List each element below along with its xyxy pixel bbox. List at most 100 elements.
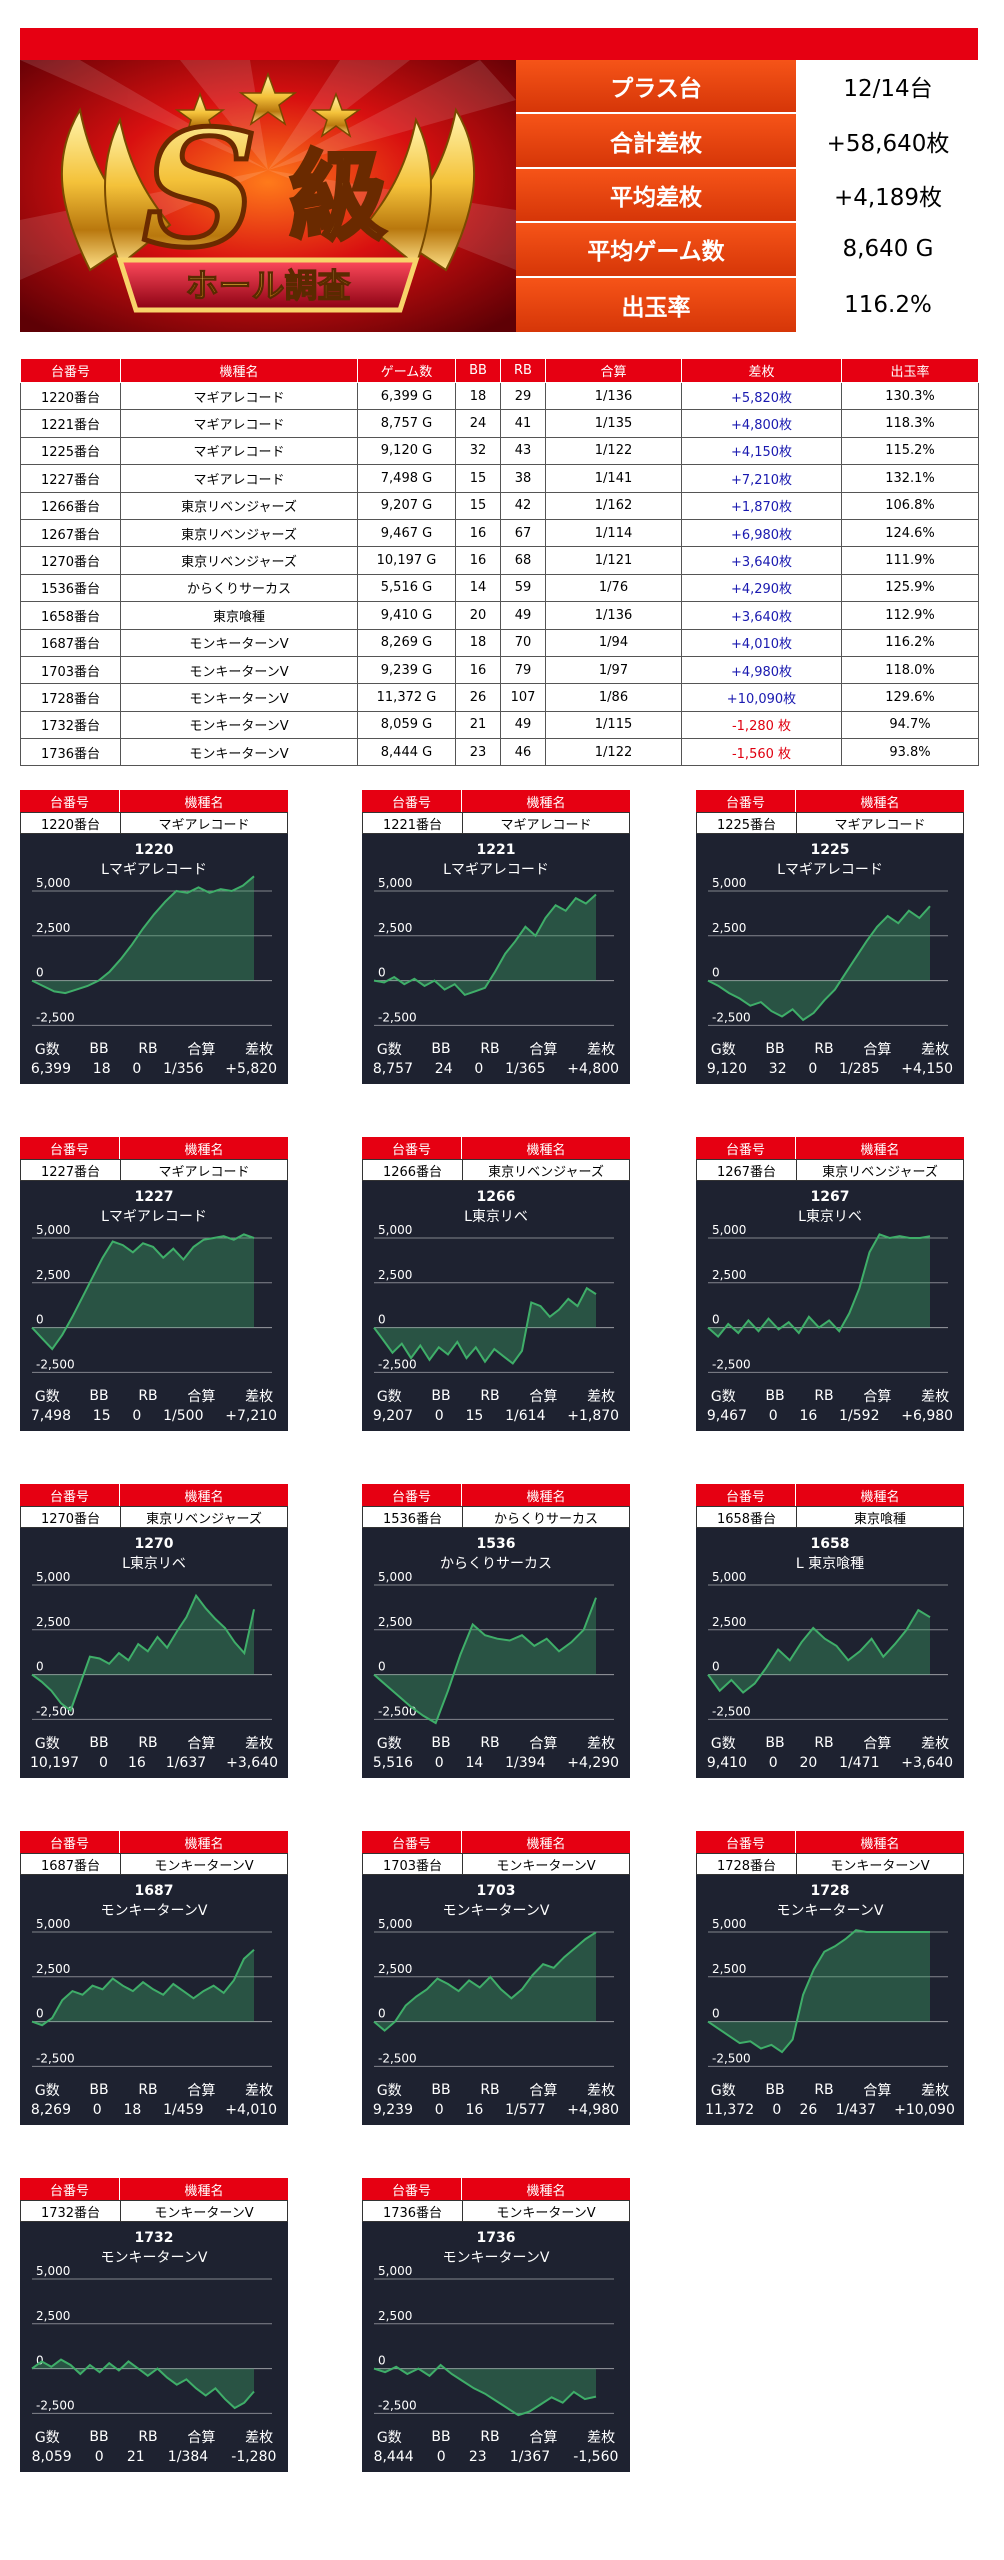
- chart-subtitle: L東京リベ: [798, 1209, 862, 1225]
- y-tick-label: 0: [378, 1313, 386, 1327]
- cell-bb: 21: [455, 710, 501, 740]
- footer-value: 0: [434, 2102, 444, 2118]
- card-header-model: 機種名: [184, 1142, 224, 1158]
- footer-value: 32: [768, 1061, 787, 1077]
- footer-value: 26: [799, 2102, 818, 2118]
- footer-labels: G数 BB RB 合算 差枚: [20, 1386, 288, 1406]
- cell-payout: 106.8%: [841, 491, 979, 520]
- footer-label: RB: [814, 1388, 834, 1404]
- footer-label: RB: [138, 1041, 158, 1057]
- card-subheader: 1267番台 東京リベンジャーズ: [696, 1159, 964, 1181]
- stat-label: プラス台: [516, 60, 798, 113]
- cell-unit: 1270番台: [20, 546, 121, 575]
- footer-labels: G数 BB RB 合算 差枚: [20, 1733, 288, 1753]
- chart-subtitle: からくりサーカス: [440, 1556, 552, 1572]
- table-header-row: 台番号 機種名 ゲーム数 BB RB 合算 差枚 出玉率: [20, 358, 979, 383]
- footer-labels: G数 BB RB 合算 差枚: [696, 1733, 964, 1753]
- cell-games: 9,467 G: [357, 518, 456, 548]
- cell-model: 東京喰種: [120, 601, 358, 630]
- cell-diff: +4,800枚: [681, 409, 842, 438]
- card-unit-number: 1536番台: [363, 1507, 463, 1527]
- footer-value: 11,372: [705, 2102, 755, 2118]
- chart-title: 1687: [135, 1883, 174, 1899]
- footer-value: 9,239: [372, 2102, 413, 2118]
- y-tick-label: 5,000: [712, 876, 746, 890]
- card-header: 台番号 機種名: [20, 790, 288, 812]
- chart-subtitle: Lマギアレコード: [101, 862, 207, 878]
- footer-values: 9,120 32 0 1/285 +4,150: [696, 1059, 964, 1079]
- card-header-unit: 台番号: [20, 2178, 120, 2200]
- footer-value: 0: [92, 2102, 102, 2118]
- cell-bb: 26: [455, 683, 501, 712]
- logo-art: S 級 ホール調査: [20, 60, 516, 332]
- area-fill: [708, 1930, 930, 2053]
- y-tick-label: 5,000: [36, 876, 70, 890]
- cell-combined: 1/114: [545, 518, 682, 548]
- footer-value: 1/471: [839, 1755, 880, 1771]
- footer-label: G数: [710, 1042, 736, 1058]
- y-tick-label: 0: [712, 966, 720, 980]
- cell-model: マギアレコード: [120, 409, 358, 438]
- footer-value: 15: [465, 1408, 484, 1424]
- card-header: 台番号 機種名: [362, 1137, 630, 1159]
- footer-values: 8,269 0 18 1/459 +4,010: [20, 2100, 288, 2120]
- cell-games: 10,197 G: [357, 546, 456, 575]
- area-fill: [32, 1949, 254, 2026]
- footer-value: 1/367: [509, 2449, 551, 2465]
- table-row: 1687番台 モンキーターンV 8,269 G 18 70 1/94 +4,010枚 116.…: [20, 628, 979, 657]
- y-tick-label: -2,500: [712, 2051, 751, 2065]
- y-tick-label: 5,000: [378, 2264, 412, 2278]
- footer-label: BB: [89, 2082, 109, 2098]
- card-subheader: 1736番台 モンキーターンV: [362, 2200, 630, 2222]
- cell-payout: 124.6%: [841, 518, 979, 548]
- stat-label: 平均ゲーム数: [516, 223, 798, 276]
- y-tick-label: -2,500: [36, 1010, 75, 1024]
- cell-model: モンキーターンV: [120, 655, 358, 685]
- cell-diff: +4,980枚: [681, 655, 842, 685]
- card-header-model: 機種名: [526, 1489, 566, 1505]
- footer-values: 9,410 0 20 1/471 +3,640: [696, 1753, 964, 1773]
- table-row: 1728番台 モンキーターンV 11,372 G 26 107 1/86 +10,090枚 1…: [20, 683, 979, 712]
- cell-games: 9,239 G: [357, 655, 456, 685]
- cell-combined: 1/115: [545, 710, 682, 740]
- y-tick-label: 0: [36, 1313, 44, 1327]
- footer-value: 21: [126, 2449, 145, 2465]
- footer-value: +4,980: [567, 2102, 620, 2118]
- chart-footer: G数 BB RB 合算 差枚 9,467 0 16 1/592 +6,980: [696, 1386, 964, 1430]
- card-unit-number: 1220番台: [21, 813, 121, 833]
- footer-label: RB: [480, 1735, 500, 1751]
- slump-chart: 1227 Lマギアレコード 5,000 2,500 0 -2,500: [31, 1189, 272, 1373]
- card-subheader: 1266番台 東京リベンジャーズ: [362, 1159, 630, 1181]
- chart-footer: G数 BB RB 合算 差枚 8,444 0 23 1/367 -1,560: [362, 2427, 630, 2471]
- footer-value: 1/577: [505, 2102, 546, 2118]
- table-row: 1266番台 東京リベンジャーズ 9,207 G 15 42 1/162 +1,870枚 10…: [20, 491, 979, 520]
- footer-label: 差枚: [245, 1736, 274, 1752]
- y-tick-label: 0: [36, 2354, 44, 2368]
- cell-unit: 1227番台: [20, 464, 121, 493]
- cell-model: マギアレコード: [120, 464, 358, 493]
- table-row: 1221番台 マギアレコード 8,757 G 24 41 1/135 +4,800枚 118.…: [20, 409, 979, 438]
- chart-title: 1736: [477, 2230, 516, 2246]
- y-tick-label: -2,500: [378, 1357, 417, 1371]
- chart-footer: G数 BB RB 合算 差枚 8,757 24 0 1/365 +4,800: [362, 1039, 630, 1083]
- footer-label: BB: [89, 1041, 109, 1057]
- chart-title: 1227: [135, 1189, 174, 1205]
- footer-label: BB: [431, 2429, 451, 2445]
- y-tick-label: -2,500: [36, 2398, 75, 2412]
- chart-subtitle: モンキーターンV: [443, 1903, 550, 1919]
- footer-value: 8,444: [373, 2449, 414, 2465]
- col-bb: BB: [455, 358, 501, 383]
- series-line: [707, 1608, 931, 1694]
- footer-label: BB: [765, 1735, 785, 1751]
- card-header-unit: 台番号: [20, 1484, 120, 1506]
- y-tick-label: 2,500: [712, 1615, 746, 1629]
- slump-chart: 1728 モンキーターンV 5,000 2,500 0 -2,500: [707, 1883, 948, 2067]
- chart-subtitle: モンキーターンV: [101, 2250, 208, 2266]
- cell-combined: 1/122: [545, 738, 682, 767]
- area-fill: [32, 1595, 254, 1711]
- footer-value: 1/384: [167, 2449, 209, 2465]
- chart-subtitle: Lマギアレコード: [443, 862, 549, 878]
- card-unit-number: 1266番台: [363, 1160, 463, 1180]
- cell-unit: 1732番台: [20, 710, 121, 740]
- chart-footer: G数 BB RB 合算 差枚 9,120 32 0 1/285 +4,150: [696, 1039, 964, 1083]
